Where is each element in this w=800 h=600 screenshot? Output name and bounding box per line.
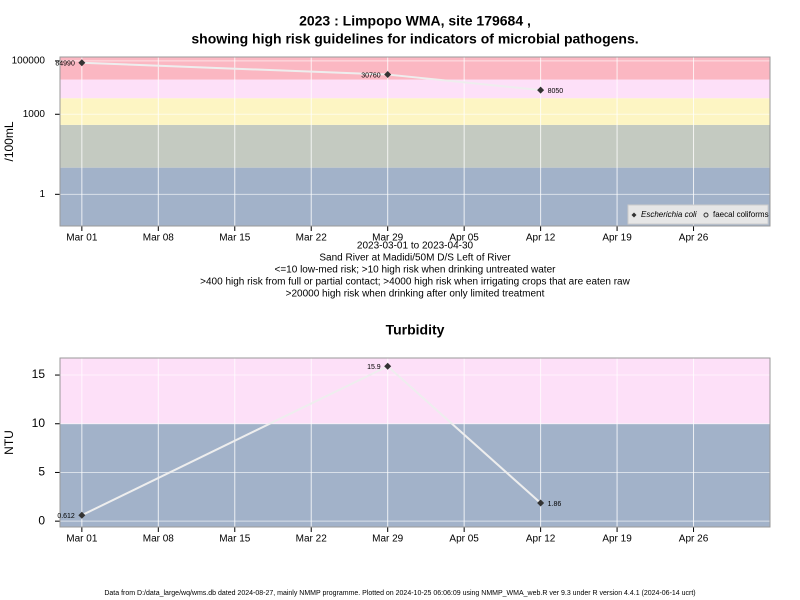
x-tick-label: Apr 12 [526, 534, 556, 545]
x-tick-label: Mar 22 [296, 534, 328, 545]
plot-frame [59, 357, 771, 528]
legend-box [627, 204, 769, 225]
x-axis-note: >20000 high risk when drinking after onl… [286, 289, 545, 300]
x-tick-label: Mar 01 [66, 534, 98, 545]
legend-marker [703, 212, 709, 218]
data-label: 84990 [55, 61, 75, 68]
legend-marker [631, 212, 637, 218]
x-tick-label: Mar 01 [66, 233, 98, 244]
y-tick-label: 1000 [23, 109, 46, 120]
risk-band [60, 124, 770, 168]
data-point [78, 59, 86, 67]
x-tick-label: Apr 19 [602, 233, 632, 244]
chart-title: showing high risk guidelines for indicat… [191, 31, 638, 47]
x-tick-label: Apr 26 [679, 233, 709, 244]
data-label: 0.612 [57, 513, 75, 520]
y-tick-label: 0 [38, 513, 45, 527]
data-label: 30760 [361, 72, 381, 79]
y-tick-label: 1 [39, 189, 45, 200]
risk-band [60, 423, 770, 527]
y-tick-label: 15 [32, 367, 46, 381]
x-tick-label: Mar 29 [372, 233, 404, 244]
risk-band [60, 98, 770, 125]
data-label: 8050 [548, 88, 564, 95]
x-axis-note: 2023-03-01 to 2023-04-30 [357, 241, 474, 252]
chart-title: 2023 : Limpopo WMA, site 179684 , [299, 13, 531, 29]
legend-label: Escherichia coli [641, 210, 697, 219]
x-axis-note: <=10 low-med risk; >10 high risk when dr… [275, 265, 557, 276]
x-tick-label: Mar 15 [219, 534, 251, 545]
x-tick-label: Mar 29 [372, 534, 404, 545]
x-tick-label: Apr 26 [679, 534, 709, 545]
y-axis-label: /100mL [2, 121, 16, 161]
x-tick-label: Mar 22 [296, 233, 328, 244]
risk-band [60, 57, 770, 80]
x-tick-label: Mar 08 [143, 233, 175, 244]
legend: Escherichia coli faecal coliforms [627, 204, 769, 225]
y-tick-label: 100000 [12, 56, 46, 67]
data-label: 1.86 [548, 501, 562, 508]
y-tick-label: 10 [32, 416, 46, 430]
x-tick-label: Apr 19 [602, 534, 632, 545]
risk-band [60, 79, 770, 99]
data-point [384, 362, 392, 370]
data-point [384, 71, 392, 79]
y-axis-label: NTU [2, 430, 16, 455]
x-axis-note: Sand River at Madidi/50M D/S Left of Riv… [319, 253, 511, 264]
x-tick-label: Apr 12 [526, 233, 556, 244]
data-point [78, 511, 86, 519]
chart-title: Turbidity [386, 322, 445, 338]
data-label: 15.9 [367, 364, 381, 371]
footer: Data from D:/data_large/wq/wms.db dated … [104, 590, 695, 597]
x-tick-label: Apr 05 [449, 534, 479, 545]
legend-label: faecal coliforms [713, 210, 769, 219]
x-tick-label: Mar 15 [219, 233, 251, 244]
y-tick-label: 5 [38, 465, 45, 479]
data-point [537, 86, 545, 94]
data-point [537, 499, 545, 507]
plot-frame [59, 56, 771, 227]
x-axis-note: >400 high risk from full or partial cont… [200, 277, 630, 288]
x-tick-label: Apr 05 [449, 233, 479, 244]
x-tick-label: Mar 08 [143, 534, 175, 545]
